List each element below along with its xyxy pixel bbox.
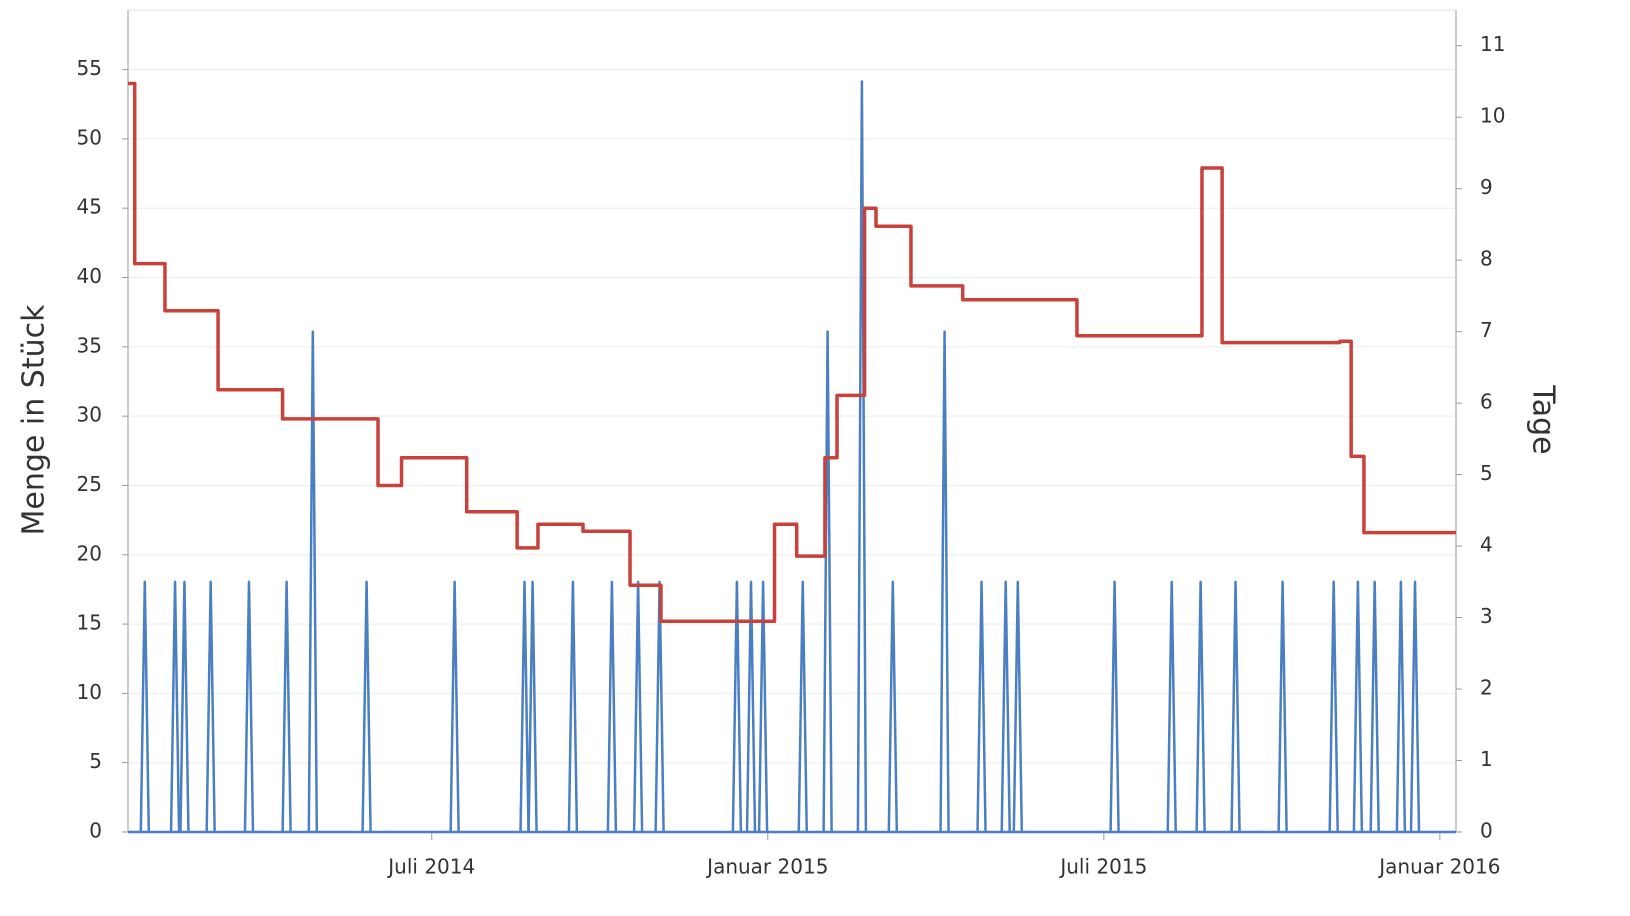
x-tick-label: Januar 2015 — [705, 855, 828, 879]
spike — [1409, 580, 1421, 833]
spike — [632, 580, 644, 833]
spike — [1000, 580, 1011, 833]
spike — [449, 580, 460, 833]
spike — [1352, 580, 1364, 833]
y-tick-label: 0 — [89, 819, 102, 843]
spike — [519, 580, 530, 833]
y-tick-label: 25 — [77, 472, 102, 496]
y2-tick-label: 8 — [1480, 247, 1493, 271]
x-tick-label: Januar 2016 — [1377, 855, 1500, 879]
y-tick-label: 30 — [77, 403, 102, 427]
y-tick-label: 15 — [77, 611, 102, 635]
x-tick-label: Juli 2014 — [386, 855, 475, 879]
y-axis-title: Menge in Stück — [17, 304, 52, 536]
spike — [169, 580, 181, 833]
spike — [527, 580, 538, 833]
y-tick-label: 50 — [77, 125, 102, 149]
spike — [1166, 580, 1177, 833]
spike — [1195, 580, 1206, 833]
y2-tick-label: 10 — [1480, 104, 1505, 128]
spike — [1109, 580, 1120, 833]
y2-tick-label: 5 — [1480, 461, 1493, 485]
line — [128, 81, 1456, 624]
y2-tick-label: 0 — [1480, 819, 1493, 843]
y-tick-label: 10 — [77, 680, 102, 704]
spike — [887, 580, 899, 833]
y-tick-label: 20 — [77, 541, 102, 565]
y2-tick-label: 7 — [1480, 318, 1493, 342]
y-tick-label: 55 — [77, 56, 102, 80]
spike — [361, 580, 372, 833]
spike — [243, 580, 255, 833]
spike — [976, 580, 987, 833]
spike — [179, 580, 190, 833]
spike — [939, 330, 950, 833]
spike — [567, 580, 579, 833]
spike — [606, 580, 618, 833]
x-tick-label: Juli 2015 — [1058, 855, 1147, 879]
y2-tick-label: 6 — [1480, 390, 1493, 414]
spike — [139, 580, 151, 833]
spike — [205, 580, 216, 833]
spike — [1328, 580, 1339, 833]
spike — [731, 580, 743, 833]
spike — [856, 80, 868, 833]
y2-tick-label: 1 — [1480, 747, 1493, 771]
spike — [1369, 580, 1380, 833]
y-tick-label: 40 — [77, 264, 102, 288]
spike — [654, 580, 665, 833]
spike — [307, 330, 319, 833]
y-tick-label: 45 — [77, 195, 102, 219]
spike — [745, 580, 757, 833]
spike — [1230, 580, 1241, 833]
y-tick-label: 5 — [89, 749, 102, 773]
y2-tick-label: 11 — [1480, 32, 1505, 56]
spike — [797, 580, 809, 833]
spike — [1395, 580, 1407, 833]
y2-tick-label: 4 — [1480, 533, 1493, 557]
spike — [757, 580, 769, 833]
y-tick-label: 35 — [77, 333, 102, 357]
spike — [822, 330, 833, 833]
spike — [281, 580, 292, 833]
y2-tick-label: 9 — [1480, 175, 1493, 199]
y2-tick-label: 3 — [1480, 604, 1493, 628]
plot-area — [127, 9, 1457, 833]
y2-axis-title: Tage — [1526, 384, 1561, 454]
y2-tick-label: 2 — [1480, 676, 1493, 700]
spike — [1012, 580, 1024, 833]
spike — [1277, 580, 1288, 833]
